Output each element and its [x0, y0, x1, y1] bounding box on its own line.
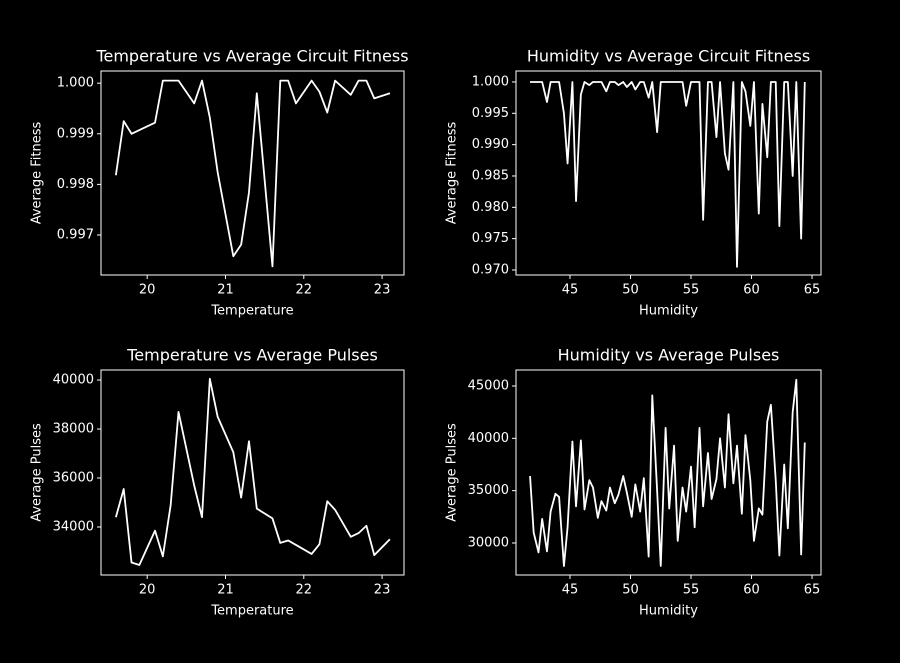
y-tick-label: 36000	[53, 471, 94, 486]
y-tick-label: 0.970	[472, 262, 509, 277]
y-tick-label: 0.990	[472, 137, 509, 152]
x-tick-label: 23	[374, 583, 391, 598]
y-axis-label: Average Pulses	[445, 423, 460, 522]
y-tick-label: 0.997	[57, 228, 94, 243]
y-tick-label: 0.980	[472, 200, 509, 215]
y-tick-label: 40000	[468, 431, 509, 446]
data-line	[529, 378, 806, 567]
y-tick-label: 35000	[468, 483, 509, 498]
x-tick-label: 20	[139, 283, 156, 298]
x-axis-label: Humidity	[639, 304, 698, 319]
x-axis-label: Humidity	[639, 604, 698, 619]
y-tick-label: 30000	[468, 535, 509, 550]
x-tick-label: 45	[562, 583, 579, 598]
x-tick-label: 21	[217, 583, 234, 598]
x-tick-label: 45	[562, 283, 579, 298]
x-tick-label: 20	[139, 583, 156, 598]
x-tick-label: 22	[296, 583, 313, 598]
subplot-title: Temperature vs Average Circuit Fitness	[95, 47, 408, 66]
x-tick-label: 55	[683, 283, 700, 298]
x-tick-label: 65	[804, 283, 821, 298]
subplot-title: Humidity vs Average Circuit Fitness	[527, 47, 810, 66]
x-tick-label: 60	[743, 583, 760, 598]
data-line	[530, 81, 806, 268]
axes-frame	[515, 70, 822, 276]
y-tick-label: 0.985	[472, 168, 509, 183]
x-tick-label: 50	[622, 283, 639, 298]
y-tick-label: 0.995	[472, 106, 509, 121]
data-line	[115, 377, 391, 566]
x-axis-label: Temperature	[210, 304, 293, 319]
axes-frame	[515, 369, 822, 576]
subplot-title: Temperature vs Average Pulses	[126, 346, 378, 365]
y-axis-label: Average Fitness	[30, 122, 45, 225]
x-tick-label: 21	[217, 283, 234, 298]
x-tick-label: 65	[804, 583, 821, 598]
y-tick-label: 0.975	[472, 231, 509, 246]
x-tick-label: 22	[296, 283, 313, 298]
y-tick-label: 40000	[53, 373, 94, 388]
axes-frame	[100, 70, 405, 276]
x-tick-label: 60	[743, 283, 760, 298]
y-tick-label: 0.998	[57, 177, 94, 192]
y-tick-label: 45000	[468, 379, 509, 394]
y-tick-label: 1.000	[472, 74, 509, 89]
subplot-title: Humidity vs Average Pulses	[558, 346, 780, 365]
y-axis-label: Average Pulses	[30, 423, 45, 522]
x-tick-label: 55	[683, 583, 700, 598]
y-tick-label: 1.000	[57, 76, 94, 91]
x-tick-label: 23	[374, 283, 391, 298]
x-axis-label: Temperature	[210, 604, 293, 619]
y-tick-label: 38000	[53, 422, 94, 437]
y-tick-label: 0.999	[57, 126, 94, 141]
x-tick-label: 50	[622, 583, 639, 598]
y-tick-label: 34000	[53, 519, 94, 534]
axes-frame	[100, 369, 405, 576]
data-line	[114, 79, 391, 268]
y-axis-label: Average Fitness	[445, 122, 460, 225]
